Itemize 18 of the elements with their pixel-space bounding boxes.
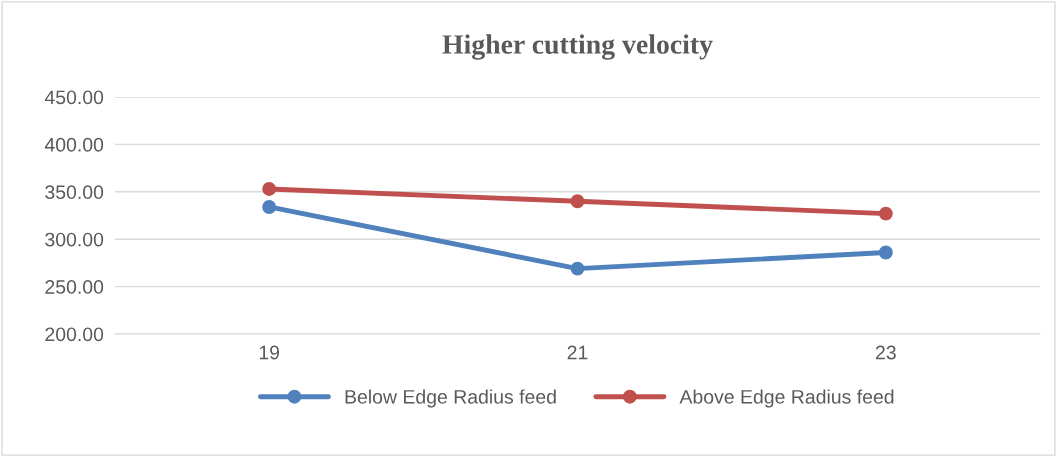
point xyxy=(878,206,893,221)
y-tick-label: 300.00 xyxy=(45,232,104,247)
chart-title: Higher cutting velocity xyxy=(442,34,713,60)
y-tick-label: 250.00 xyxy=(45,280,104,294)
x-tick-label: 19 xyxy=(259,345,280,360)
legend-label: Below Edge Radius feed xyxy=(345,389,556,408)
point xyxy=(570,261,585,276)
point xyxy=(878,245,893,260)
point xyxy=(262,182,277,196)
x-tick-label: 23 xyxy=(876,345,896,360)
y-tick-label: 450.00 xyxy=(44,90,104,105)
y-tick-label: 350.00 xyxy=(45,185,104,200)
y-tick-label: 200.00 xyxy=(45,327,104,342)
legend-label: Above Edge Radius feed xyxy=(679,389,894,408)
point xyxy=(262,200,277,214)
point xyxy=(570,194,585,209)
y-tick-label: 400.00 xyxy=(44,137,104,152)
x-tick-label: 21 xyxy=(567,345,588,360)
